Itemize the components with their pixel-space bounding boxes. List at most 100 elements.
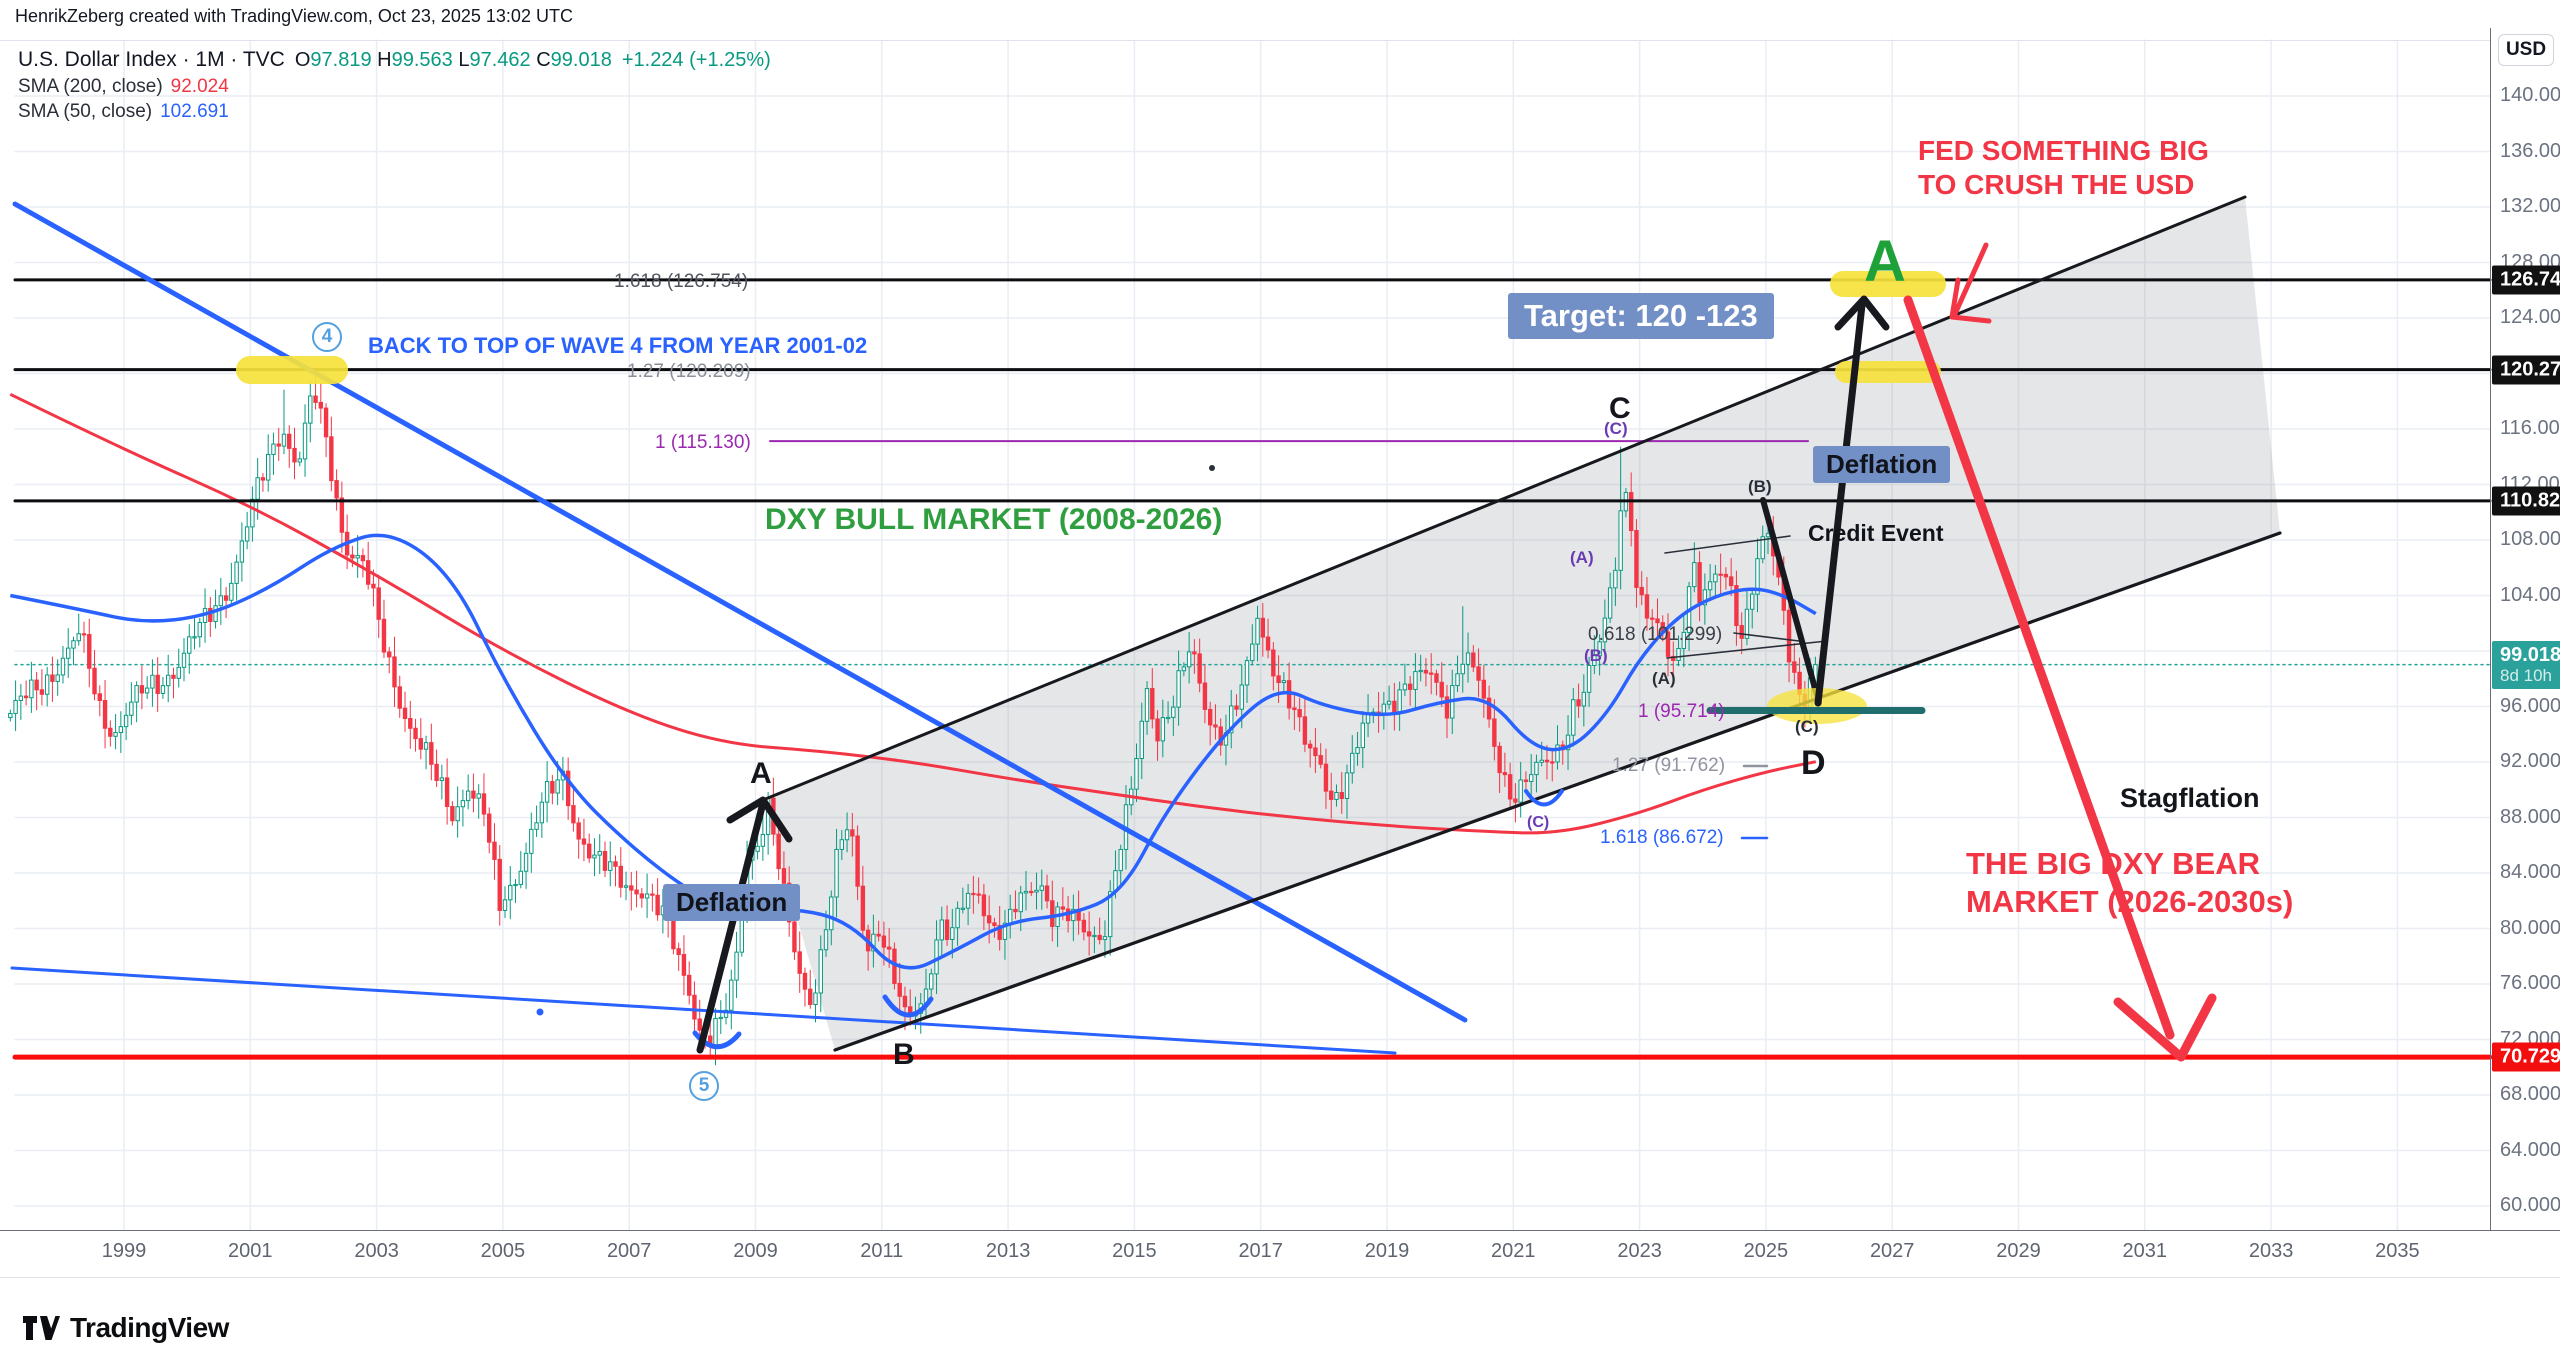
price-tag-126.744: 126.744 <box>2492 265 2560 295</box>
trendlines-layer[interactable] <box>10 195 2282 1055</box>
fed-note[interactable]: FED SOMETHING BIG TO CRUSH THE USD <box>1918 135 2209 200</box>
ohlc-close-value: 99.018 <box>550 49 612 71</box>
year-label-2015: 2015 <box>1112 1240 1157 1262</box>
wave-c-sub-2021[interactable]: (C) <box>1527 814 1550 831</box>
price-tick-label: 124.000 <box>2500 306 2560 328</box>
price-tag-70.729: 70.729 <box>2492 1042 2560 1072</box>
b-to-c-decline <box>1760 497 1822 706</box>
target-arrow <box>1814 301 1866 707</box>
price-tick-label: 96.000 <box>2500 694 2560 717</box>
year-label-2013: 2013 <box>985 1240 1031 1262</box>
price-tag-value: 99.018 <box>2500 643 2560 666</box>
stagflation-label[interactable]: Stagflation <box>2120 783 2260 813</box>
sma-50-line <box>9 533 1817 970</box>
ohlc-close-key: C <box>536 49 551 71</box>
legend-symbol-row[interactable]: U.S. Dollar Index · 1M · TVC O97.819 H99… <box>18 48 771 72</box>
fib-127-low[interactable]: 1.27 (91.762) <box>1612 755 1726 776</box>
price-tag-value: 126.744 <box>2500 268 2560 291</box>
price-tag-value: 110.823 <box>2500 489 2560 512</box>
fib-1618-high[interactable]: 1.618 (126.754) <box>614 271 749 292</box>
ohlc-open-key: O <box>294 49 311 71</box>
deflation-2008-arrow <box>696 799 767 1054</box>
wave-c[interactable]: C <box>1609 392 1631 425</box>
sma50-value: 102.691 <box>160 101 229 122</box>
ohlc-low-key: L <box>458 49 470 71</box>
sma-lines-layer[interactable] <box>9 392 1817 970</box>
sma50-label: SMA (50, close) <box>18 101 153 122</box>
year-label-2031: 2031 <box>2122 1240 2168 1262</box>
legend-sma50-row[interactable]: SMA (50, close) 102.691 <box>18 101 771 123</box>
fed-pointer-arrow <box>1952 242 1989 317</box>
tradingview-logo-text: TradingView <box>70 1312 229 1343</box>
deflation-label-right[interactable]: Deflation <box>1813 446 1951 483</box>
horizontal-levels-layer[interactable] <box>12 278 2493 1060</box>
bear-market-arrow <box>1903 295 2175 1040</box>
channel-top <box>761 195 2247 802</box>
price-tick-label: 80.000 <box>2500 916 2560 939</box>
wave-a-sub[interactable]: (A) <box>1570 548 1594 567</box>
wave-b-sub-purple[interactable]: (B) <box>1584 646 1608 665</box>
fib-1-low[interactable]: 1 (95.714) <box>1638 701 1725 722</box>
year-label-2019: 2019 <box>1364 1240 1410 1262</box>
tradingview-logo[interactable]: TradingView <box>22 1312 229 1344</box>
legend: U.S. Dollar Index · 1M · TVC O97.819 H99… <box>18 48 771 123</box>
wave-c-sub[interactable]: (C) <box>1604 419 1628 438</box>
sma-200-line <box>9 392 1817 835</box>
credit-event-label[interactable]: Credit Event <box>1808 520 1944 546</box>
year-label-2001: 2001 <box>228 1240 273 1262</box>
year-label-2025: 2025 <box>1743 1240 1789 1262</box>
price-tag-120.278: 120.278 <box>2492 355 2560 385</box>
minor-line-upper <box>1664 535 1791 554</box>
wave4-note[interactable]: BACK TO TOP OF WAVE 4 FROM YEAR 2001-02 <box>368 333 868 358</box>
big-a-green[interactable]: A <box>1864 229 1906 294</box>
chart-top-border <box>0 40 2490 41</box>
price-tick-label: 88.000 <box>2500 805 2560 828</box>
price-tick-label: 60.000 <box>2500 1194 2560 1216</box>
ohlc-high-value: 99.563 <box>391 49 453 71</box>
wave-a-sub-black[interactable]: (A) <box>1652 669 1676 688</box>
fib-127-high[interactable]: 1.27 (120.209) <box>627 361 751 382</box>
wave-a[interactable]: A <box>750 757 772 790</box>
deflation-label-left[interactable]: Deflation <box>663 884 801 921</box>
bull-market-note[interactable]: DXY BULL MARKET (2008-2026) <box>765 503 1223 536</box>
legend-sma200-row[interactable]: SMA (200, close) 92.024 <box>18 76 771 98</box>
tradingview-logo-icon <box>23 1316 60 1340</box>
fib-lines-layer[interactable] <box>769 440 1809 840</box>
wave-b-sub-black[interactable]: (B) <box>1748 477 1772 496</box>
time-axis-separator <box>0 1230 2560 1231</box>
time-axis-bottom-border <box>0 1277 2560 1278</box>
blue-steep-downtrend <box>12 201 1468 1023</box>
fib-1-mid[interactable]: 1 (115.130) <box>655 432 751 453</box>
wave-c-sub-black[interactable]: (C) <box>1795 717 1819 736</box>
wave-d[interactable]: D <box>1801 744 1826 782</box>
blue-shallow-support <box>10 966 1397 1055</box>
change-value: +1.224 (+1.25%) <box>621 49 771 71</box>
currency-button[interactable]: USD <box>2498 34 2554 66</box>
symbol-title[interactable]: U.S. Dollar Index · 1M · TVC <box>18 48 285 71</box>
arrows-layer[interactable] <box>696 242 2217 1062</box>
fib-1618-low[interactable]: 1.618 (86.672) <box>1600 827 1724 848</box>
wave-b[interactable]: B <box>893 1038 915 1071</box>
price-tag-countdown: 8d 10h <box>2500 665 2552 685</box>
price-tick-label: 140.000 <box>2500 84 2560 106</box>
fib-0618[interactable]: 0.618 (101.299) <box>1588 624 1723 645</box>
bear-market-note[interactable]: THE BIG DXY BEAR MARKET (2026-2030s) <box>1966 846 2294 920</box>
sma200-value: 92.024 <box>170 76 229 97</box>
price-tick-label: 76.000 <box>2500 972 2560 994</box>
year-label-2033: 2033 <box>2248 1240 2294 1262</box>
price-tick-label: 92.000 <box>2500 750 2560 772</box>
price-tick-label: 104.000 <box>2500 583 2560 606</box>
target-label[interactable]: Target: 120 -123 <box>1508 293 1774 339</box>
price-tick-label: 64.000 <box>2500 1138 2560 1161</box>
price-tick-label: 84.000 <box>2500 861 2560 883</box>
year-label-2029: 2029 <box>1996 1240 2041 1262</box>
price-tick-label: 68.000 <box>2500 1083 2560 1105</box>
circled-5[interactable]: 5 <box>689 1071 719 1101</box>
circled-4[interactable]: 4 <box>312 322 342 352</box>
price-axis-separator <box>2490 28 2491 1230</box>
price-tick-label: 108.000 <box>2500 528 2560 550</box>
arc-marks-layer[interactable] <box>536 465 1564 1050</box>
year-label-2007: 2007 <box>606 1240 652 1262</box>
